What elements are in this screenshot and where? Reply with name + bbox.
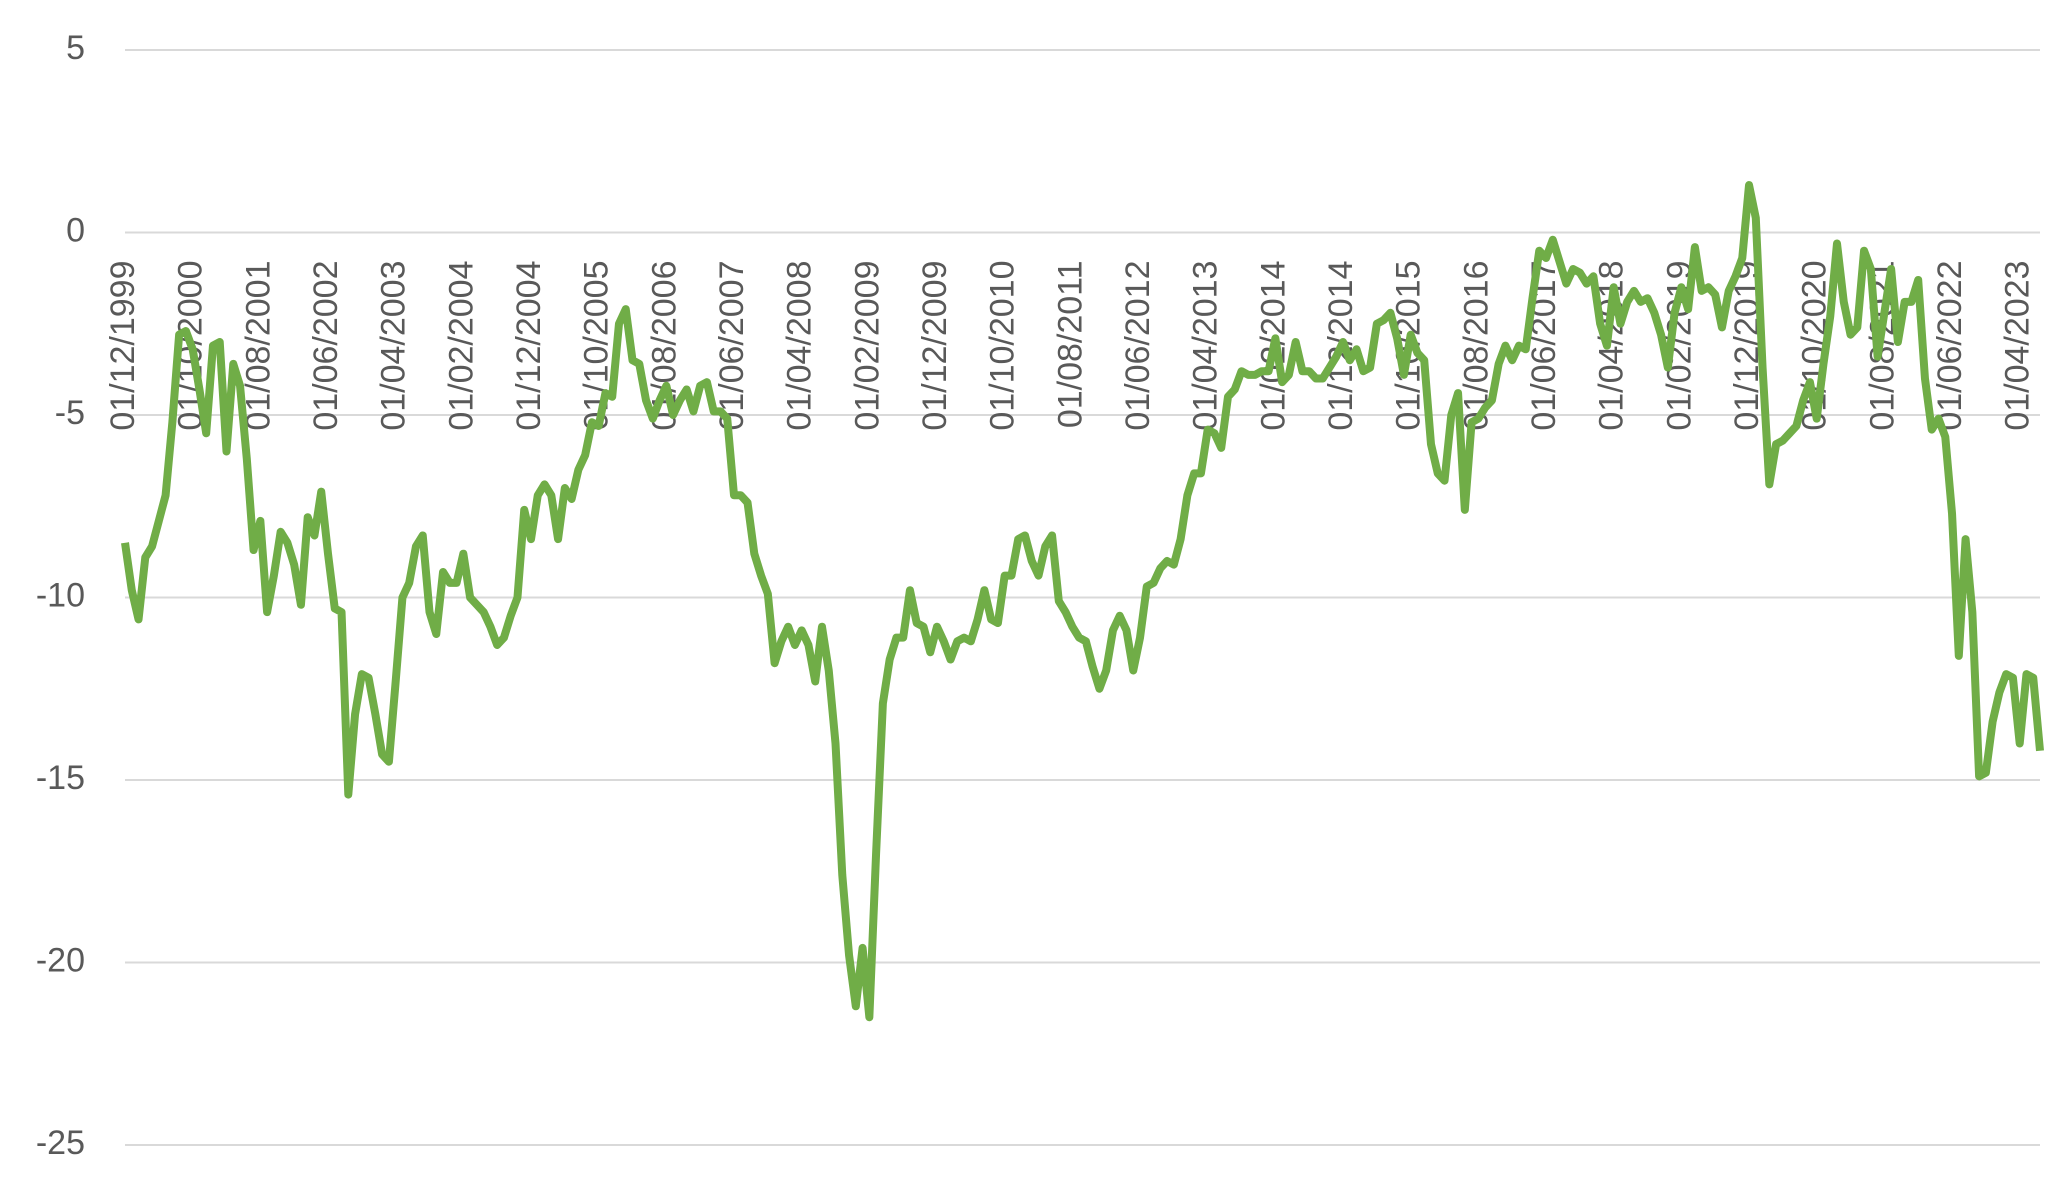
y-tick-label: 0 <box>66 211 85 249</box>
data-line <box>121 181 2044 1022</box>
x-tick-label: 01/06/2007 <box>713 261 751 431</box>
x-tick-label: 01/04/2013 <box>1187 261 1225 431</box>
x-tick-label: 01/08/2001 <box>239 261 277 431</box>
x-tick-label: 01/06/2022 <box>1931 260 1969 430</box>
x-tick-label: 01/06/2012 <box>1119 261 1157 431</box>
x-tick-label: 01/06/2002 <box>307 261 345 431</box>
y-tick-label: -15 <box>36 759 85 797</box>
y-tick-label: -25 <box>36 1124 85 1162</box>
y-tick-label: -10 <box>36 576 85 614</box>
x-tick-label: 01/02/2004 <box>442 261 480 431</box>
x-tick-label: 01/04/2023 <box>1999 261 2037 431</box>
y-tick-label: -20 <box>36 941 85 979</box>
x-tick-label: 01/12/2004 <box>510 261 548 431</box>
x-tick-label: 01/12/1999 <box>104 261 142 431</box>
x-tick-label: 01/04/2003 <box>375 261 413 431</box>
x-tick-label: 01/10/2005 <box>578 261 616 431</box>
x-tick-label: 01/12/2009 <box>916 261 954 431</box>
y-tick-label: 5 <box>66 29 85 67</box>
x-tick-label: 01/04/2008 <box>781 261 819 431</box>
y-tick-label: -5 <box>55 394 85 432</box>
x-tick-label: 01/02/2009 <box>848 261 886 431</box>
x-tick-label: 01/10/2010 <box>984 261 1022 431</box>
x-tick-label: 01/08/2011 <box>1051 261 1089 429</box>
